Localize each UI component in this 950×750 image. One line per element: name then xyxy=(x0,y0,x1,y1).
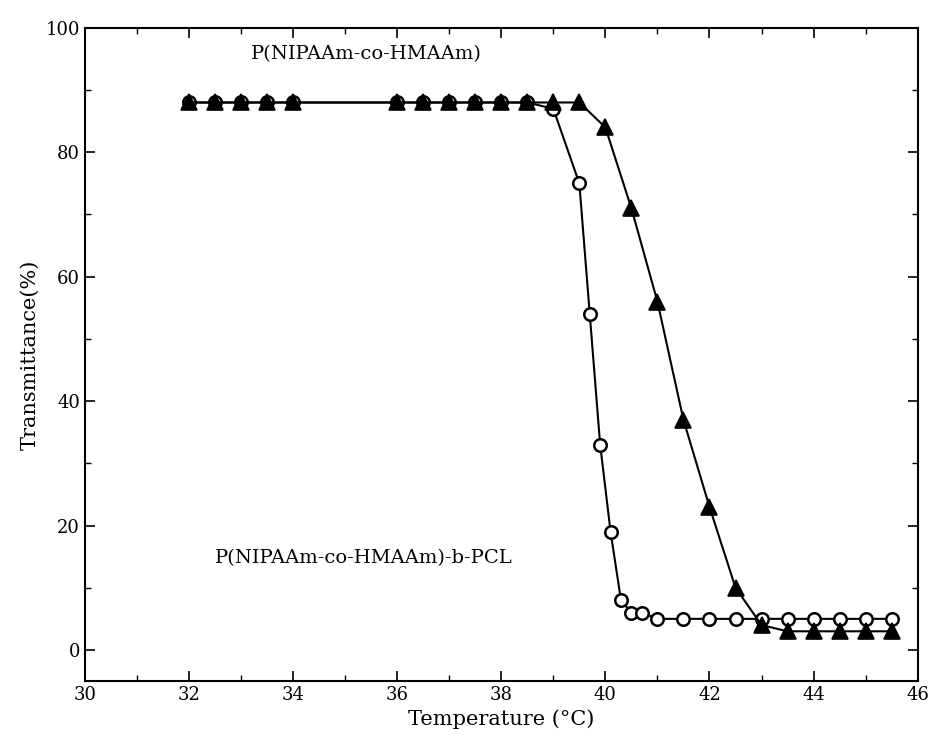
Text: P(NIPAAm-co-HMAAm)-b-PCL: P(NIPAAm-co-HMAAm)-b-PCL xyxy=(215,549,513,567)
Text: P(NIPAAm-co-HMAAm): P(NIPAAm-co-HMAAm) xyxy=(252,45,483,63)
Y-axis label: Transmittance(%): Transmittance(%) xyxy=(21,260,40,450)
X-axis label: Temperature (°C): Temperature (°C) xyxy=(408,710,595,729)
